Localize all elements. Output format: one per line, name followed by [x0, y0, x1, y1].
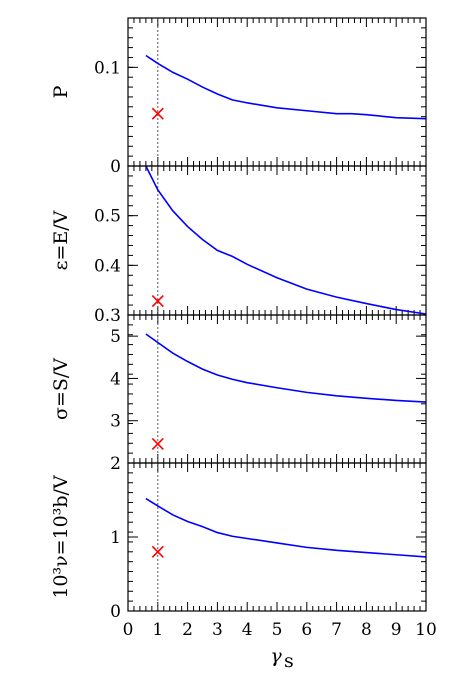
y-tick-label: 0.5: [94, 207, 121, 227]
marker-stroke: [151, 437, 164, 451]
series-line: [145, 333, 427, 403]
y-axis-label: P: [50, 85, 72, 98]
x-tick-label: 10: [415, 620, 437, 640]
panel-frame: [127, 17, 427, 167]
x-tick-label: 1: [152, 620, 163, 640]
x-tick-label: 3: [212, 620, 223, 640]
y-tick-label: 3: [110, 412, 121, 432]
x-tick-label: 0: [123, 620, 134, 640]
panel-frame: [127, 314, 427, 464]
x-axis-label-gamma: γ: [270, 645, 282, 667]
y-tick-label: 0: [110, 157, 121, 177]
y-tick-label: 1: [110, 528, 121, 548]
x-axis-label: γ s: [270, 645, 293, 672]
x-tick-label: 8: [361, 620, 372, 640]
x-tick-label: 4: [242, 620, 253, 640]
marker-x: [151, 545, 164, 558]
y-tick-label: 2: [110, 454, 121, 474]
panel-1: 0.1 0 P: [50, 17, 427, 177]
y-tick-label: 0.1: [94, 58, 121, 78]
series-line: [145, 54, 427, 120]
marker-stroke: [151, 545, 164, 558]
marker-stroke: [151, 107, 164, 120]
marker-stroke: [151, 295, 164, 308]
series-line: [145, 497, 427, 558]
x-tick-label: 9: [391, 620, 402, 640]
panel-2: 0.5 0.4 0.3 ε=E/V: [50, 165, 427, 326]
marker-x: [151, 437, 164, 451]
panel-frame: [127, 165, 427, 316]
y-axis-label: σ=S/V: [50, 358, 72, 420]
panel-3: 5 4 3 σ=S/V: [50, 314, 427, 464]
x-axis-label-subscript: s: [284, 650, 294, 672]
x-tick-label: 6: [301, 620, 312, 640]
series-line: [145, 165, 427, 315]
y-tick-label: 0.3: [94, 306, 121, 326]
marker-x: [151, 295, 164, 308]
panel-4: 2 1 0 10³ν=10³b/V: [50, 454, 427, 622]
panel-frame: [127, 462, 427, 612]
y-tick-label: 0: [110, 602, 121, 622]
y-tick-label: 4: [110, 369, 121, 389]
x-tick-label: 2: [182, 620, 193, 640]
x-tick-label: 5: [272, 620, 283, 640]
y-tick-label: 0.4: [94, 256, 121, 276]
x-tick-label: 7: [331, 620, 342, 640]
y-tick-label: 5: [110, 327, 121, 347]
marker-x: [151, 107, 164, 120]
y-axis-label: 10³ν=10³b/V: [50, 475, 72, 599]
y-axis-label: ε=E/V: [50, 210, 72, 270]
